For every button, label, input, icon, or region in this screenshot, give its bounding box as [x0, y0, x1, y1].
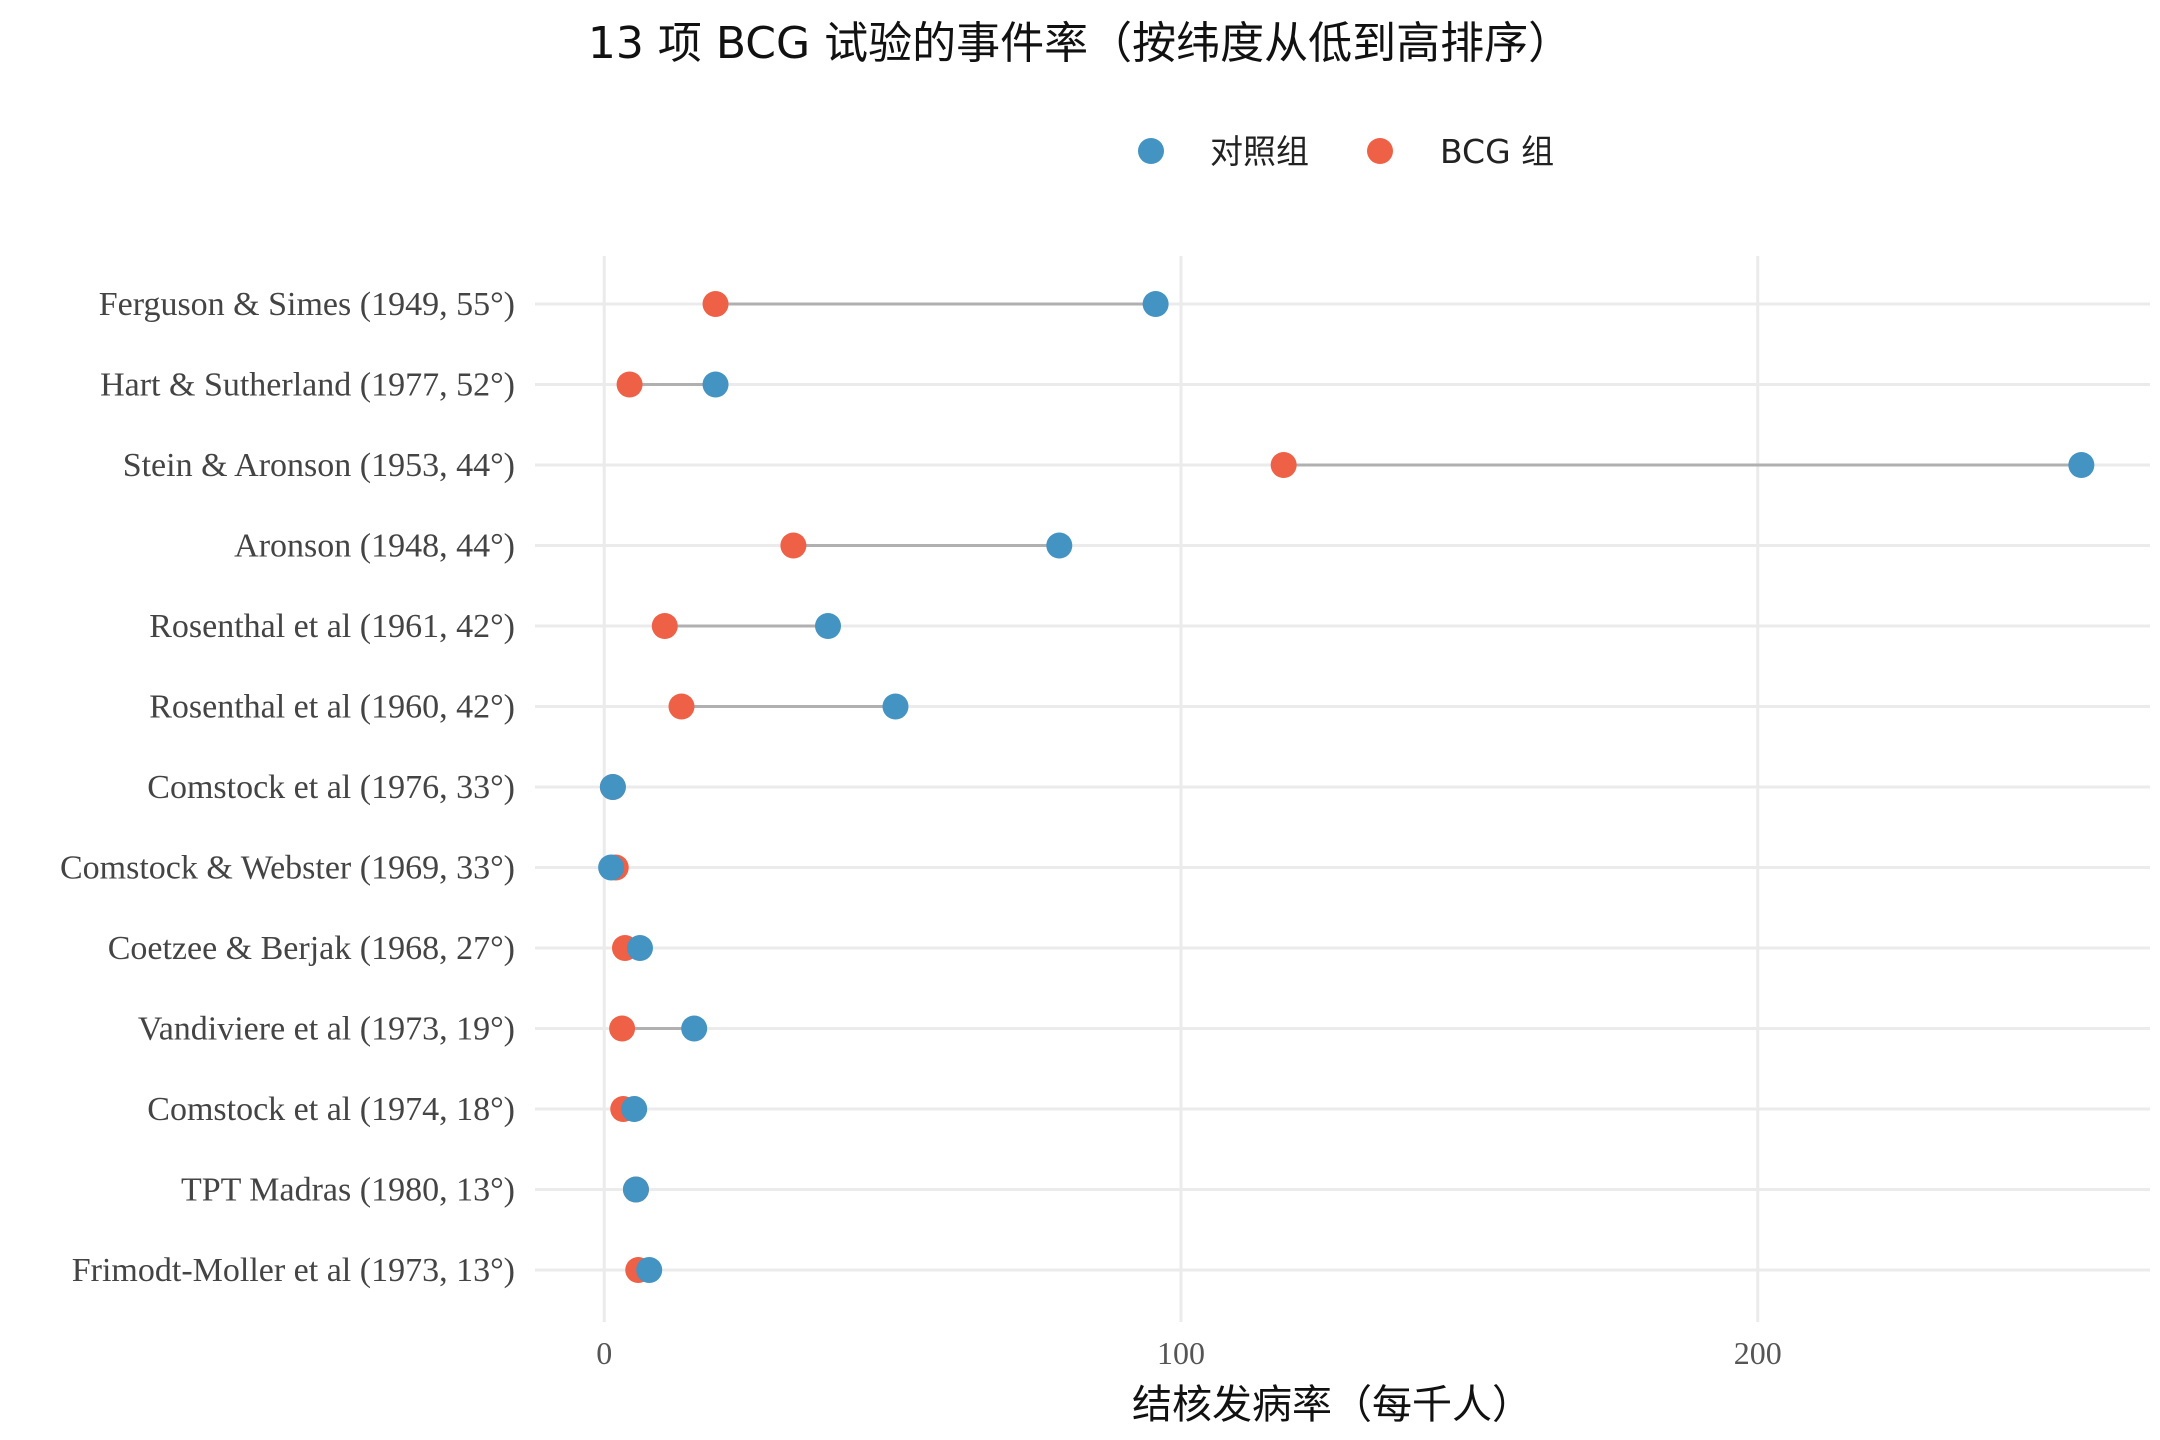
y-tick-label-8: Coetzee & Berjak (1968, 27°): [108, 930, 515, 967]
y-tick-label-12: Frimodt-Moller et al (1973, 13°): [72, 1252, 515, 1289]
point-control-8: [626, 935, 653, 961]
legend-label-bcg: BCG 组: [1440, 132, 1554, 171]
x-tick-label-2: 200: [1734, 1335, 1782, 1371]
legend: 对照组 BCG 组: [1138, 132, 1554, 171]
point-bcg-0: [702, 291, 729, 317]
y-tick-label-9: Vandiviere et al (1973, 19°): [138, 1011, 515, 1048]
point-control-12: [636, 1257, 663, 1283]
point-control-6: [599, 774, 626, 800]
point-bcg-4: [651, 613, 678, 639]
y-tick-label-6: Comstock et al (1976, 33°): [147, 769, 515, 806]
y-tick-label-1: Hart & Sutherland (1977, 52°): [100, 367, 515, 404]
legend-marker-control: [1138, 138, 1164, 164]
point-control-11: [622, 1176, 649, 1203]
point-control-9: [681, 1015, 708, 1042]
y-tick-label-5: Rosenthal et al (1960, 42°): [149, 689, 515, 726]
data-points: [598, 291, 2095, 1283]
point-bcg-5: [668, 693, 695, 720]
x-axis-label: 结核发病率（每千人）: [1132, 1382, 1532, 1428]
point-bcg-3: [780, 532, 807, 559]
point-control-0: [1142, 291, 1169, 317]
x-axis-tick-labels: 0 100 200: [596, 1335, 1782, 1371]
y-tick-label-7: Comstock & Webster (1969, 33°): [60, 850, 515, 887]
point-control-5: [882, 693, 909, 720]
x-tick-label-1: 100: [1157, 1335, 1205, 1371]
point-control-7: [598, 854, 625, 881]
y-tick-label-0: Ferguson & Simes (1949, 55°): [99, 286, 515, 323]
point-bcg-2: [1270, 452, 1297, 478]
chart-title: 13 项 BCG 试验的事件率（按纬度从低到高排序）: [588, 18, 1572, 69]
y-tick-label-10: Comstock et al (1974, 18°): [147, 1091, 515, 1128]
point-control-3: [1046, 532, 1073, 559]
point-control-4: [815, 613, 842, 639]
point-control-2: [2068, 452, 2095, 478]
point-control-10: [621, 1096, 648, 1122]
y-axis-tick-labels: Ferguson & Simes (1949, 55°) Hart & Suthe…: [60, 286, 515, 1289]
legend-label-control: 对照组: [1210, 132, 1309, 171]
y-tick-label-4: Rosenthal et al (1961, 42°): [149, 608, 515, 645]
point-control-1: [702, 371, 729, 398]
x-tick-label-0: 0: [596, 1335, 612, 1371]
gridlines: [535, 256, 2150, 1322]
point-bcg-1: [616, 371, 643, 398]
y-tick-label-2: Stein & Aronson (1953, 44°): [123, 447, 515, 484]
y-tick-label-3: Aronson (1948, 44°): [234, 528, 515, 565]
point-bcg-9: [609, 1015, 636, 1042]
legend-marker-bcg: [1367, 138, 1393, 164]
y-tick-label-11: TPT Madras (1980, 13°): [181, 1172, 515, 1209]
